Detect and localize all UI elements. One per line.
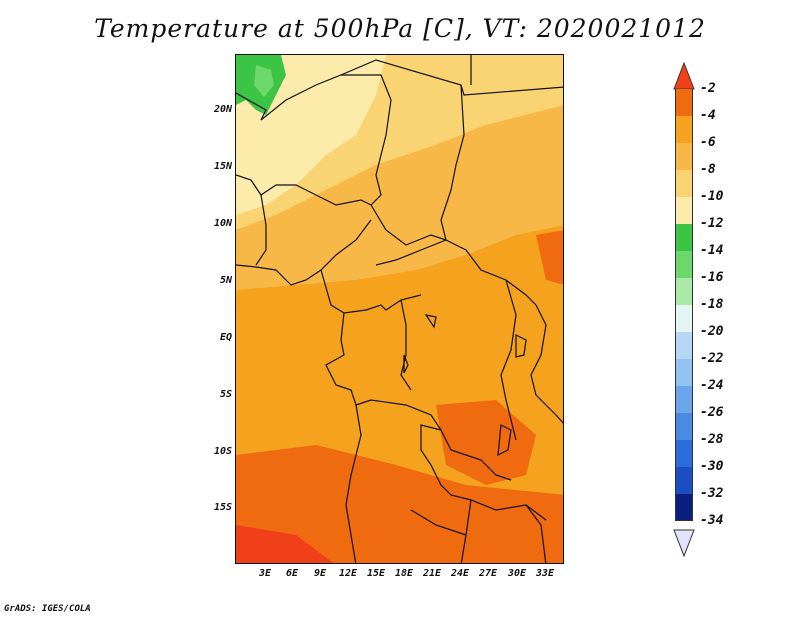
colorbar-swatch-8 (675, 278, 693, 305)
colorbar-swatch-11 (675, 359, 693, 386)
colorbar-label: -30 (700, 459, 724, 474)
colorbar-label: -34 (700, 513, 724, 528)
region-m2-m4-east (536, 230, 563, 285)
colorbar-swatch-7 (675, 251, 693, 278)
colorbar-swatch-15 (675, 467, 693, 494)
colorbar-swatch-6 (675, 224, 693, 251)
lon-label-27e: 27E (478, 568, 498, 579)
lon-label-3e: 3E (258, 568, 272, 579)
lon-label-21e: 21E (422, 568, 442, 579)
map-canvas (236, 55, 563, 563)
lon-label-6e: 6E (285, 568, 299, 579)
lat-label-15n: 15N (213, 161, 232, 172)
lon-label-18e: 18E (394, 568, 414, 579)
colorbar-label: -26 (700, 405, 724, 420)
colorbar-label: -20 (700, 324, 724, 339)
region-m4-m6-center (396, 270, 563, 435)
country-borders (236, 55, 563, 563)
colorbar-label: -16 (700, 270, 724, 285)
lon-label-24e: 24E (450, 568, 470, 579)
chart-title: Temperature at 500hPa [C], VT: 202002101… (94, 14, 706, 43)
colorbar-swatch-3 (675, 143, 693, 170)
region-m6-m8 (236, 105, 563, 290)
lat-label-5n: 5N (219, 275, 232, 286)
lat-label-10n: 10N (213, 218, 232, 229)
colorbar-swatch-4 (675, 170, 693, 197)
colorbar-swatch-2 (675, 116, 693, 143)
lon-label-30e: 30E (507, 568, 527, 579)
colorbar-swatch-14 (675, 440, 693, 467)
colorbar-label: -6 (700, 135, 716, 150)
colorbar-bottom-arrow (673, 529, 695, 557)
lon-label-12e: 12E (338, 568, 358, 579)
colorbar-label: -24 (700, 378, 724, 393)
colorbar-label: -12 (700, 216, 724, 231)
temperature-map (235, 54, 564, 564)
colorbar-label: -18 (700, 297, 724, 312)
colorbar-label: -22 (700, 351, 724, 366)
colorbar-top-arrow (673, 62, 695, 90)
colorbar-swatch-13 (675, 413, 693, 440)
lat-label-10s: 10S (213, 446, 232, 457)
colorbar-label: -10 (700, 189, 724, 204)
colorbar-swatch-9 (675, 305, 693, 332)
colorbar-swatch-10 (675, 332, 693, 359)
colorbar-label: -32 (700, 486, 724, 501)
lon-label-9e: 9E (313, 568, 327, 579)
colorbar-label: -4 (700, 108, 716, 123)
colorbar-swatch-1 (675, 89, 693, 116)
region-m2-m4-south (236, 445, 563, 563)
lon-label-33e: 33E (535, 568, 555, 579)
lat-label-eq: EQ (219, 332, 232, 343)
colorbar-swatch-16 (675, 494, 693, 521)
lat-label-20n: 20N (213, 104, 232, 115)
lon-label-15e: 15E (366, 568, 386, 579)
colorbar-label: -8 (700, 162, 716, 177)
colorbar-label: -28 (700, 432, 724, 447)
colorbar-label: -2 (700, 81, 716, 96)
lat-label-15s: 15S (213, 502, 232, 513)
colorbar-label: -14 (700, 243, 724, 258)
region-m14-m16 (254, 65, 274, 97)
colorbar-swatch-12 (675, 386, 693, 413)
credit-text: GrADS: IGES/COLA (4, 604, 91, 614)
colorbar-swatch-5 (675, 197, 693, 224)
lat-label-5s: 5S (219, 389, 232, 400)
region-warmest-south (236, 525, 334, 563)
